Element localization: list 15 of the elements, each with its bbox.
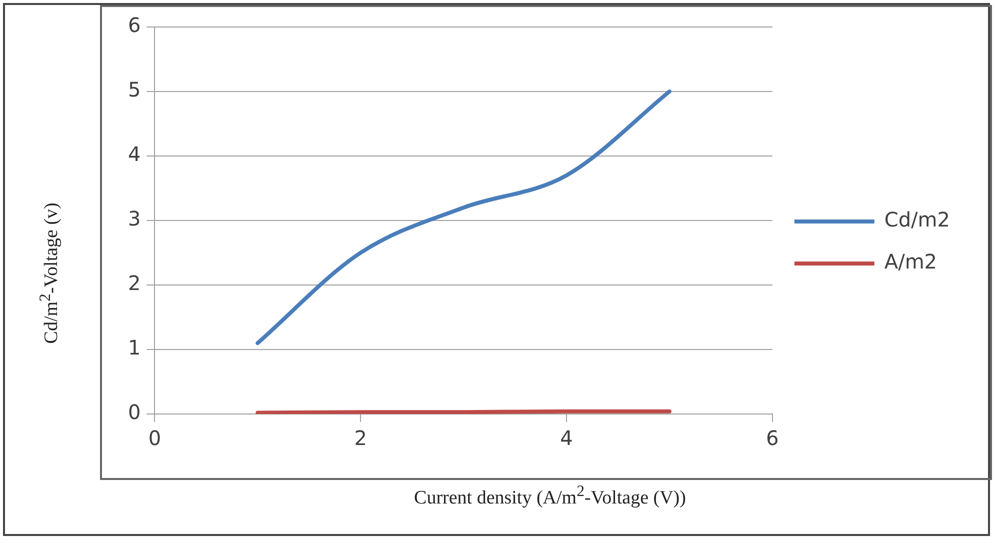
x-tick-label: 4 [560, 426, 573, 450]
y-tick-label: 3 [128, 206, 141, 231]
y-tick-label: 6 [128, 13, 141, 38]
y-tick-label: 4 [128, 142, 141, 166]
y-tick-label: 2 [128, 271, 141, 296]
legend-label: Cd/m2 [884, 208, 950, 232]
y-tick-label: 5 [128, 78, 141, 102]
x-tick-label: 6 [766, 426, 779, 450]
y-tick-label: 1 [128, 336, 141, 360]
line-series [256, 90, 672, 346]
x-axis-title: Current density (A/m$^{2}$-Voltage (V)) [413, 483, 687, 510]
x-tick-label: 0 [148, 426, 162, 450]
legend-label: A/m2 [884, 250, 938, 274]
y-tick-label: 0 [128, 400, 141, 424]
x-tick-label: 2 [354, 426, 367, 450]
